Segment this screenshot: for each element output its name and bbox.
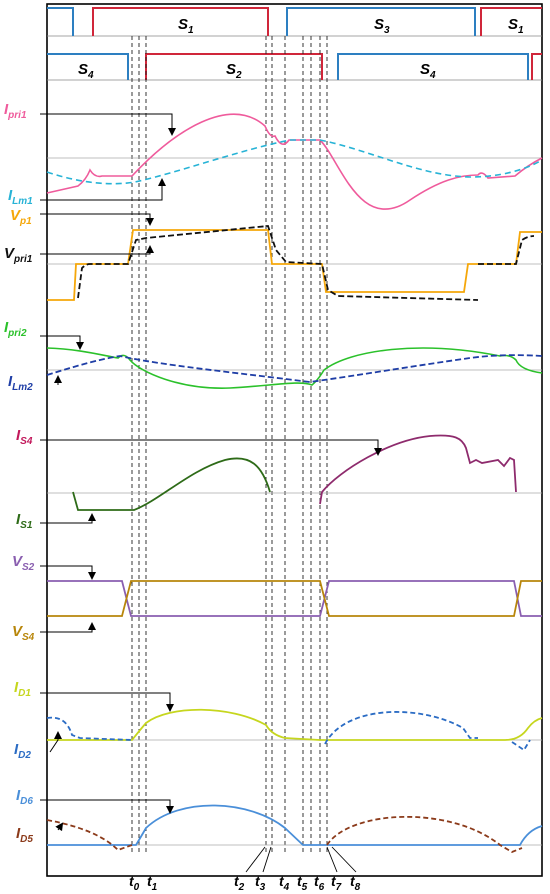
waveform-ipri2 — [46, 347, 543, 389]
gate-pulse — [47, 7, 74, 36]
label-t5: t5 — [297, 873, 308, 893]
gate-pulse — [480, 7, 542, 36]
time-label-arrows — [245, 846, 357, 873]
waveform-ipri1 — [46, 113, 543, 210]
gate-label: S1 — [508, 16, 524, 36]
time-instant-lines — [131, 36, 328, 855]
label-arrows — [40, 113, 382, 832]
t7-arrow — [326, 846, 338, 873]
label-vs2: VS2 — [12, 553, 35, 573]
waveform-ilm2 — [46, 354, 543, 383]
waveform-id1 — [47, 708, 543, 741]
label-t6: t6 — [314, 873, 325, 893]
label-t4: t4 — [279, 873, 290, 893]
label-is1: IS1 — [16, 511, 33, 531]
label-ipri1: Ipri1 — [4, 101, 27, 121]
waveform-id2 — [46, 711, 531, 752]
waveform-is1 — [72, 457, 271, 511]
label-ilm2: ILm2 — [8, 373, 33, 393]
t3-arrow — [262, 846, 272, 873]
label-t0: t0 — [129, 873, 140, 893]
label-id6: ID6 — [16, 787, 33, 807]
arrow-vs2 — [40, 565, 96, 580]
label-t8: t8 — [350, 873, 361, 893]
gate-pulse — [286, 7, 476, 36]
gate-label: S3 — [374, 16, 390, 36]
waveform-vp1 — [47, 229, 542, 301]
waveform-ilm1 — [46, 139, 543, 185]
t2-arrow — [245, 846, 266, 873]
gate-pulse — [337, 53, 529, 80]
arrow-id6 — [40, 799, 174, 814]
label-vpri1: Vpri1 — [4, 245, 33, 265]
waveform-id5 — [46, 815, 523, 853]
signal-labels: Ipri1 ILm1 Vp1 Vpri1 Ipri2 ILm2 IS4 IS1 … — [4, 101, 35, 845]
t8-arrow — [331, 846, 357, 873]
label-is4: IS4 — [16, 427, 33, 447]
gate-pulse — [92, 7, 269, 36]
label-vs4: VS4 — [12, 623, 35, 643]
label-id2: ID2 — [14, 741, 31, 761]
label-id1: ID1 — [14, 679, 31, 699]
gate-row-top: S1 S3 S1 — [47, 7, 542, 36]
arrow-id1 — [40, 692, 174, 712]
arrow-is1 — [40, 513, 96, 524]
label-vp1: Vp1 — [10, 207, 32, 227]
waveform-id6 — [47, 804, 543, 846]
waveform-vs2 — [47, 580, 542, 617]
label-ipri2: Ipri2 — [4, 319, 27, 339]
gate-label: S1 — [178, 16, 194, 36]
arrow-ipri2 — [40, 335, 84, 350]
label-t2: t2 — [234, 873, 245, 893]
label-t1: t1 — [147, 873, 158, 893]
arrow-vpri1 — [40, 245, 154, 255]
waveform-vs4 — [47, 580, 542, 617]
gate-label: S4 — [420, 61, 436, 81]
time-instant-labels: t0 t1 t2 t3 t4 t5 t6 t7 t8 — [129, 873, 361, 893]
label-t3: t3 — [255, 873, 266, 893]
arrow-ipri1 — [40, 113, 176, 136]
arrow-ilm1 — [40, 178, 166, 201]
gate-label: S2 — [226, 61, 242, 81]
arrow-vp1 — [40, 213, 154, 226]
label-ilm1: ILm1 — [8, 187, 33, 207]
gate-pulse — [47, 53, 129, 80]
arrow-is4 — [40, 439, 382, 456]
waveform-is4 — [319, 434, 517, 505]
waveform-vpri1 — [77, 225, 535, 301]
gate-label: S4 — [78, 61, 94, 81]
arrow-id5 — [55, 822, 64, 832]
label-id5: ID5 — [16, 825, 33, 845]
gate-row-bottom: S4 S2 S4 — [47, 53, 542, 81]
gate-pulse — [531, 53, 542, 80]
zero-baselines — [47, 157, 542, 846]
arrow-vs4 — [40, 622, 96, 633]
arrow-id2 — [49, 731, 62, 753]
label-t7: t7 — [331, 873, 342, 893]
